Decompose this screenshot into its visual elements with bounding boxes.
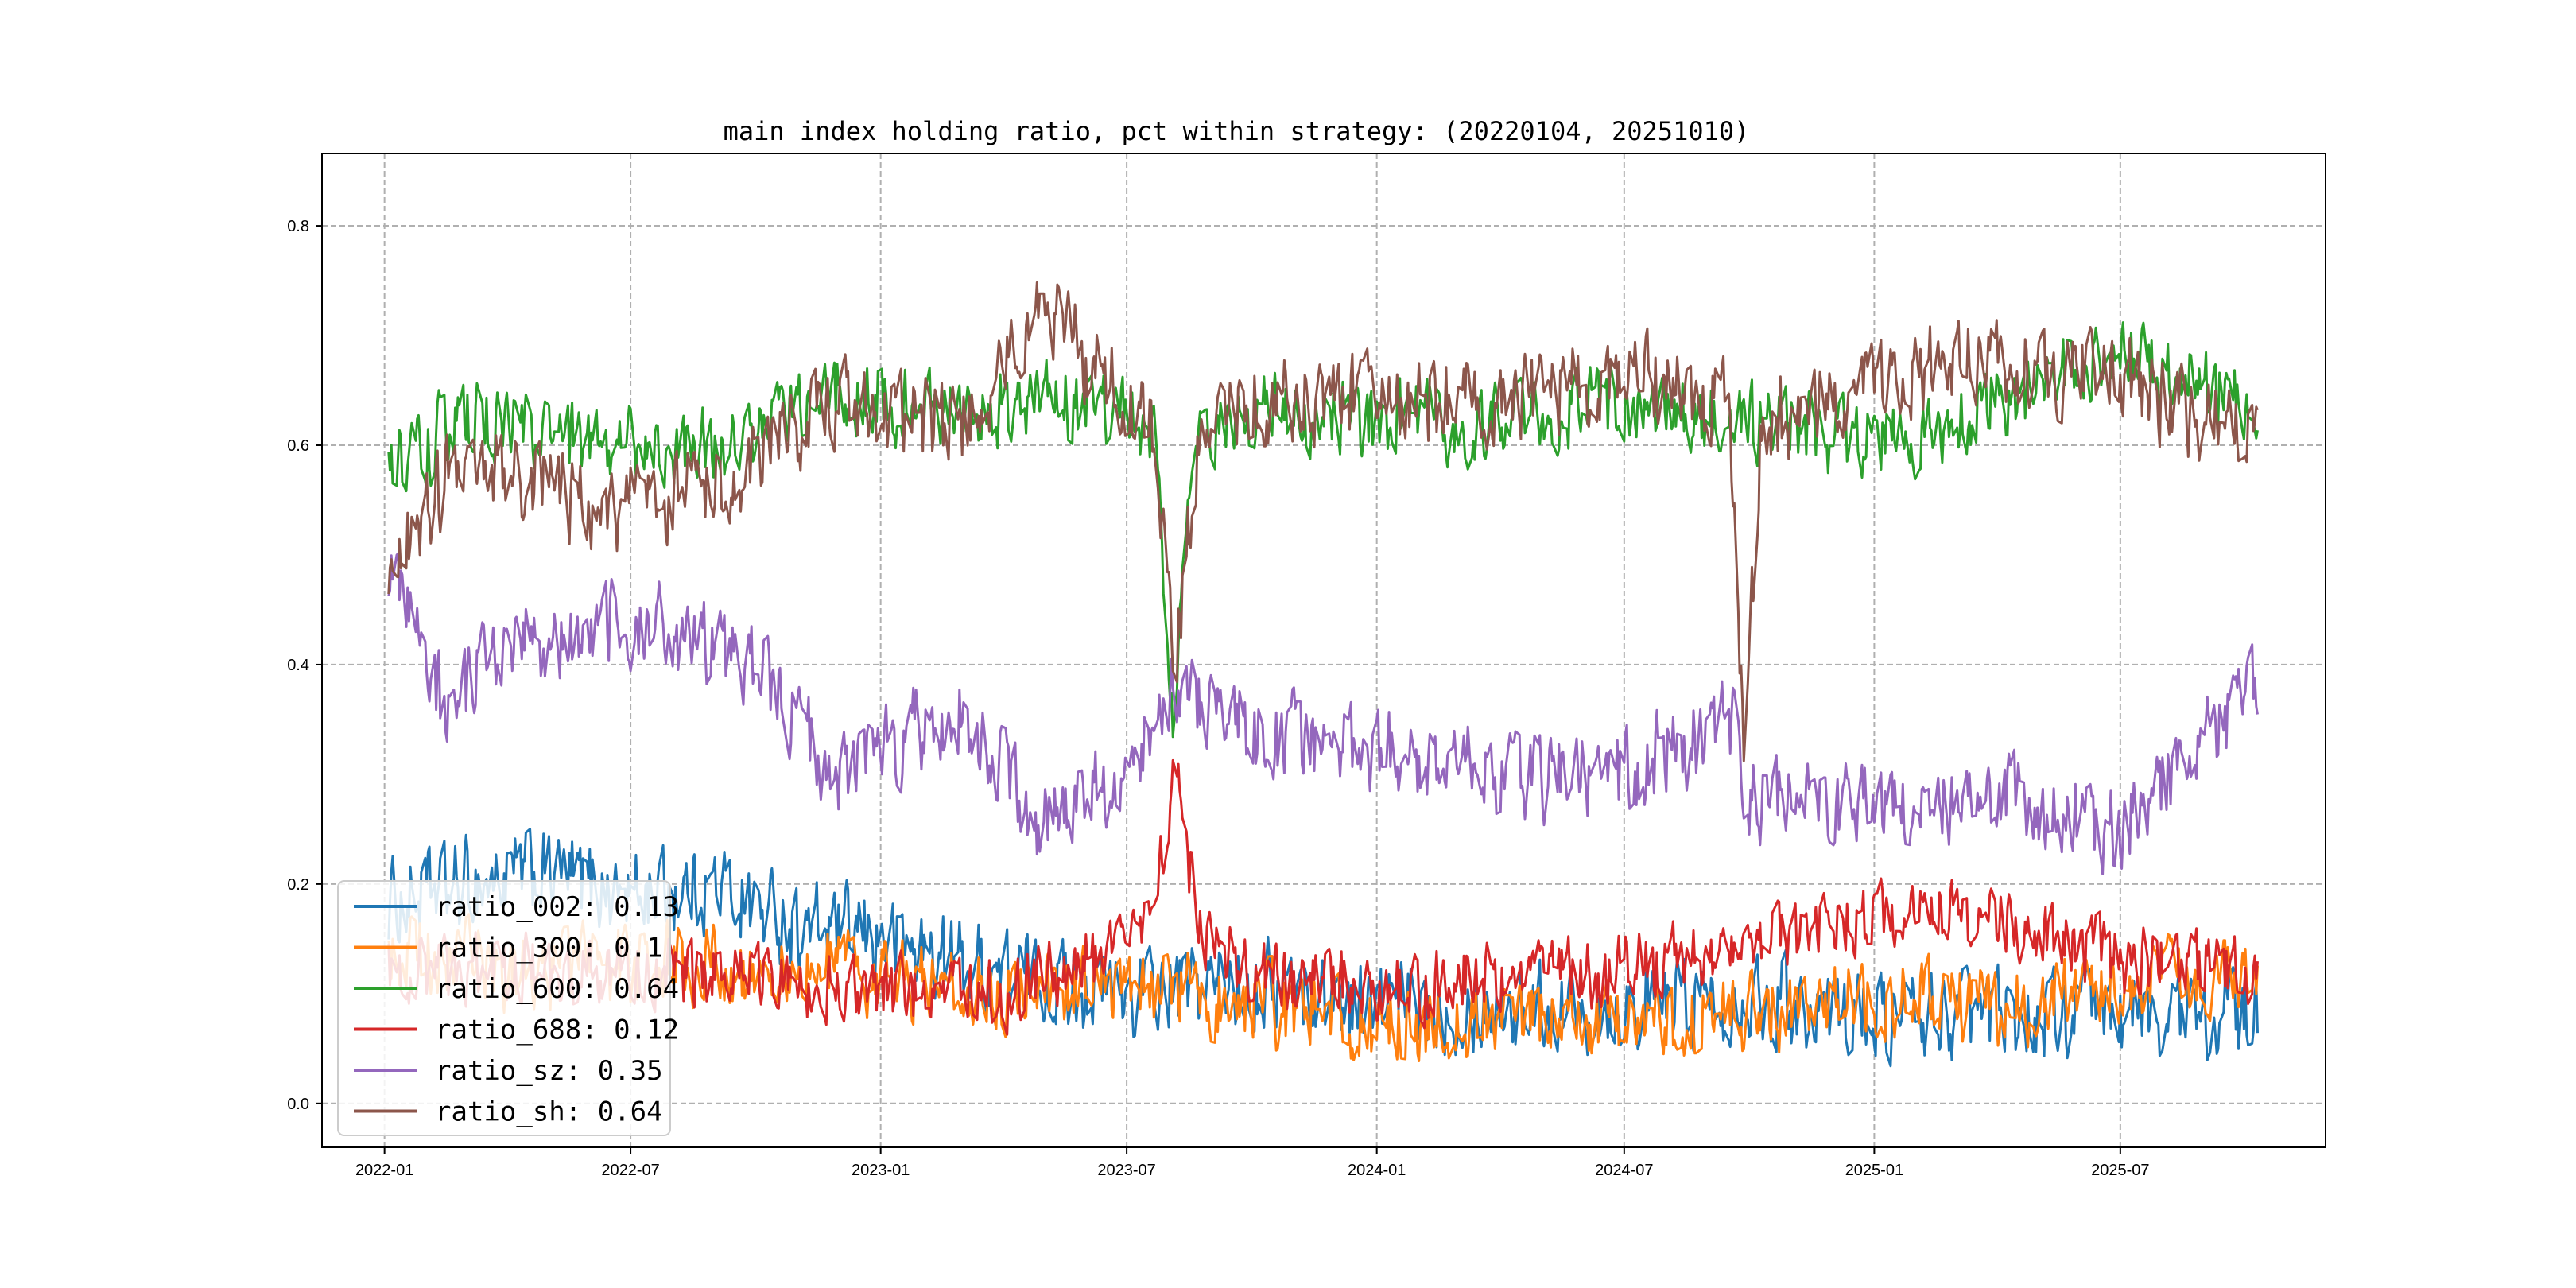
plot-area <box>387 281 2259 1068</box>
series-line-ratio-sz <box>387 552 2259 875</box>
legend: ratio_002: 0.13 ratio_300: 0.1 ratio_600: … <box>337 880 679 1136</box>
y-tick-label: 0.0 <box>287 1096 309 1113</box>
plot-frame <box>321 153 2326 1148</box>
series-line-ratio-600 <box>387 321 2259 739</box>
y-tick-label: 0.2 <box>287 876 309 894</box>
y-tick-label: 0.4 <box>287 657 309 674</box>
series-line-ratio-688 <box>387 758 2259 1036</box>
x-tick-label: 2025-01 <box>1845 1162 1903 1179</box>
x-tick-label: 2022-07 <box>601 1162 659 1179</box>
x-tick-label: 2023-01 <box>852 1162 910 1179</box>
x-tick-label: 2023-07 <box>1097 1162 1155 1179</box>
series-line-ratio-002 <box>387 828 2259 1068</box>
series-lines <box>387 281 2259 1068</box>
legend-label-ratio-688: ratio_688: 0.12 <box>435 1014 679 1046</box>
y-tick-label: 0.8 <box>287 218 309 235</box>
x-tick-label: 2025-07 <box>2091 1162 2149 1179</box>
chart-title: main index holding ratio, pct within str… <box>724 116 1750 146</box>
series-line-ratio-300 <box>387 913 2259 1062</box>
x-tick-label: 2024-07 <box>1595 1162 1653 1179</box>
x-tick-label: 2024-01 <box>1348 1162 1406 1179</box>
x-tick-label: 2022-01 <box>355 1162 413 1179</box>
series-line-ratio-sh <box>387 281 2259 762</box>
y-tick-label: 0.6 <box>287 437 309 455</box>
legend-label-ratio-sh: ratio_sh: 0.64 <box>435 1096 663 1128</box>
legend-box <box>337 880 671 1136</box>
legend-label-ratio-300: ratio_300: 0.1 <box>435 933 663 964</box>
legend-label-ratio-002: ratio_002: 0.13 <box>435 891 679 923</box>
axis-ticks: 2022-01 2022-07 2023-01 2023-07 2024-01 2024-… <box>287 218 2149 1179</box>
legend-label-ratio-600: ratio_600: 0.64 <box>435 973 679 1005</box>
legend-label-ratio-sz: ratio_sz: 0.35 <box>435 1055 663 1087</box>
